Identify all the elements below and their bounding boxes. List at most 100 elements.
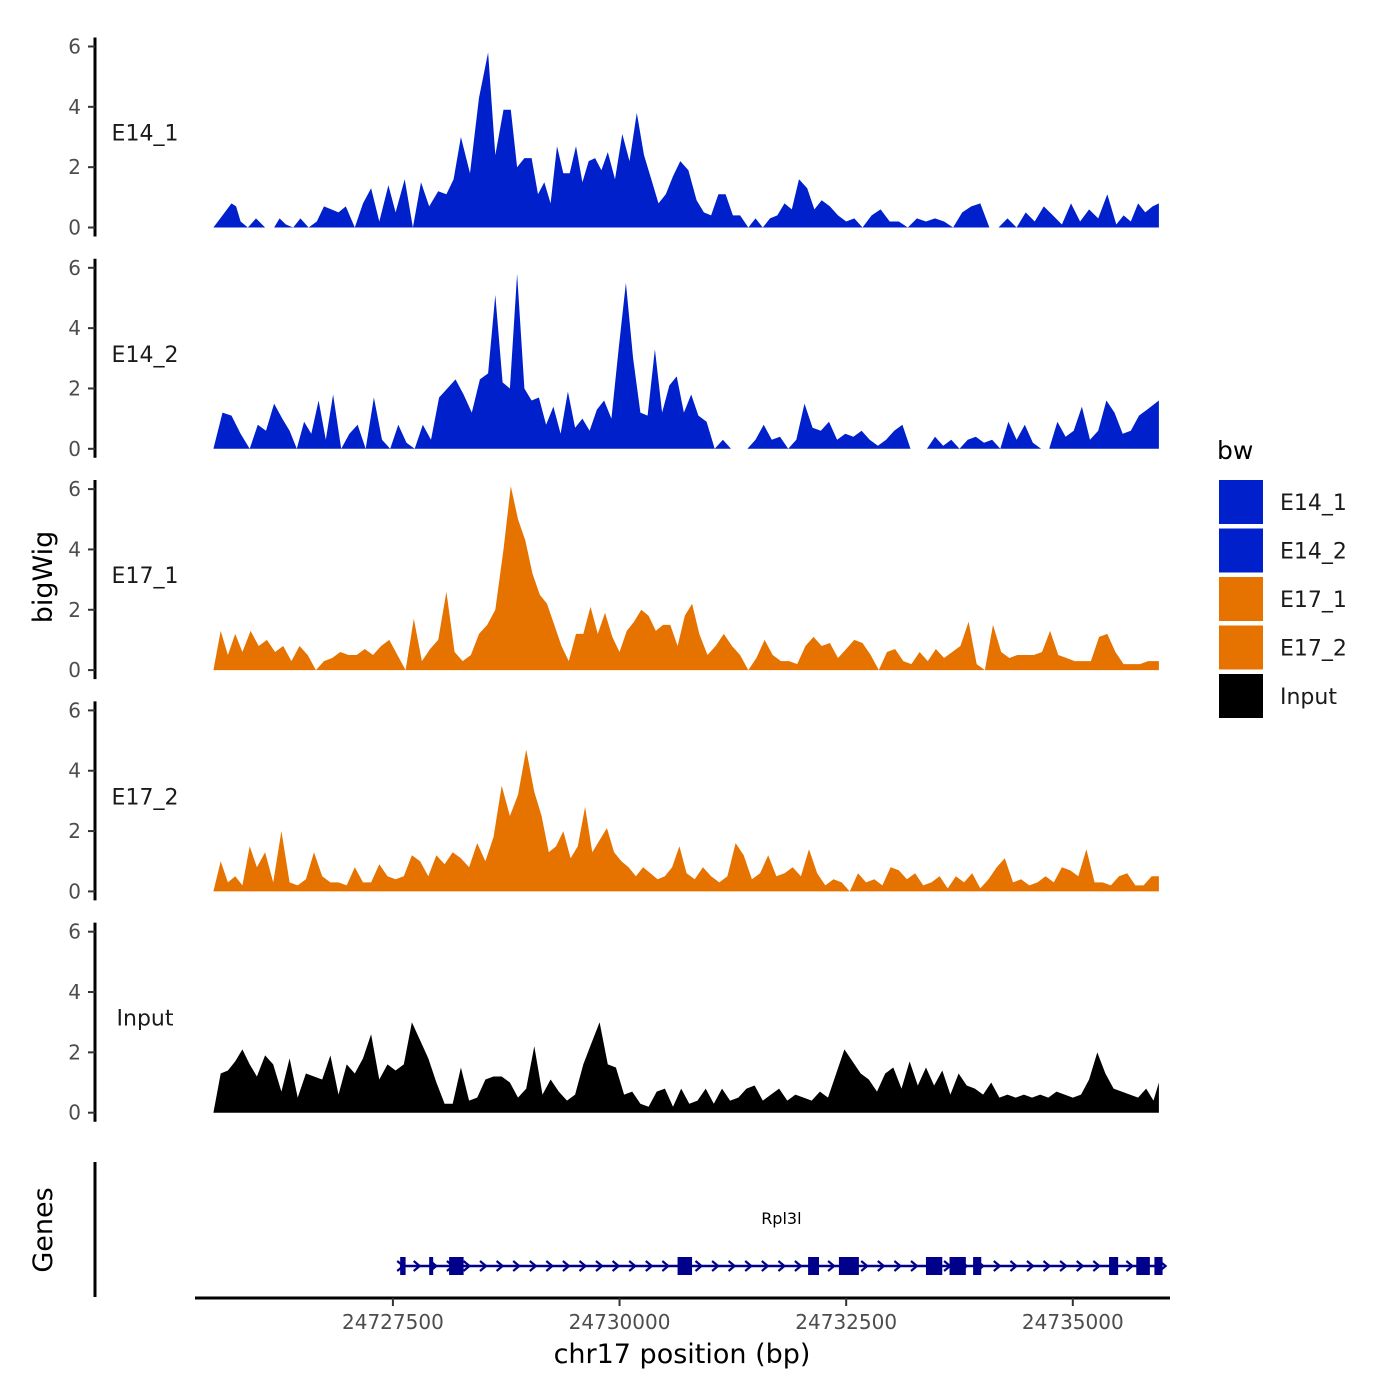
strand-arrow xyxy=(1059,1260,1068,1272)
exon-4 xyxy=(677,1257,693,1275)
legend-key-Input xyxy=(1219,674,1263,718)
y-tick-label-E14_2-4: 4 xyxy=(68,316,81,340)
strand-arrow xyxy=(412,1260,422,1272)
strand-arrow xyxy=(1009,1260,1019,1272)
legend-label-E17_2: E17_2 xyxy=(1280,637,1347,662)
track-label-Input: Input xyxy=(117,1007,174,1032)
track-E17_1: 0 2 4 6 E17_1 xyxy=(68,477,1159,682)
x-tick-label-24732500: 24732500 xyxy=(795,1310,897,1334)
exon-5 xyxy=(808,1257,819,1275)
strand-arrow xyxy=(860,1260,869,1272)
exon-9 xyxy=(973,1257,982,1275)
track-Input: 0 2 4 6 Input xyxy=(68,920,1159,1125)
y-tick-label-E14_1-4: 4 xyxy=(68,95,81,119)
strand-arrow xyxy=(711,1260,720,1272)
track-E14_1: 0 2 4 6 E14_1 xyxy=(68,35,1159,240)
exon-1 xyxy=(400,1257,406,1275)
strand-arrow xyxy=(827,1260,836,1272)
y-tick-label-E14_2-0: 0 xyxy=(68,437,81,461)
strand-arrow xyxy=(611,1260,621,1272)
strand-arrow xyxy=(877,1260,886,1272)
legend-label-E14_1: E14_1 xyxy=(1280,491,1347,516)
strand-arrow xyxy=(595,1260,604,1272)
strand-arrow xyxy=(893,1260,903,1272)
y-tick-label-Input-2: 2 xyxy=(68,1040,81,1064)
series-area-E17_2 xyxy=(213,749,1159,892)
y-tick-label-Input-0: 0 xyxy=(68,1101,81,1125)
y-tick-label-E14_2-2: 2 xyxy=(68,376,81,400)
strand-arrow xyxy=(462,1260,472,1272)
y-tick-label-E17_2-2: 2 xyxy=(68,819,81,843)
legend-label-Input: Input xyxy=(1280,685,1337,710)
y-tick-label-E14_1-0: 0 xyxy=(68,216,81,240)
strand-arrow xyxy=(529,1260,538,1272)
y-tick-label-E17_1-2: 2 xyxy=(68,598,81,622)
strand-arrow xyxy=(578,1260,588,1272)
strand-arrow xyxy=(1026,1260,1035,1272)
strand-arrow xyxy=(777,1260,787,1272)
track-label-E14_2: E14_2 xyxy=(112,343,179,368)
y-tick-label-E17_1-6: 6 xyxy=(68,477,81,501)
y-axis-title: bigWig xyxy=(28,531,59,624)
legend-key-E14_1 xyxy=(1219,480,1263,524)
track-label-E14_1: E14_1 xyxy=(112,122,179,147)
track-E17_2: 0 2 4 6 E17_2 xyxy=(68,698,1159,903)
y-tick-label-E17_1-4: 4 xyxy=(68,537,81,561)
legend-key-E14_2 xyxy=(1219,528,1263,573)
y-tick-label-E17_1-0: 0 xyxy=(68,658,81,682)
strand-arrow xyxy=(761,1260,770,1272)
strand-arrow xyxy=(645,1260,654,1272)
strand-arrow xyxy=(495,1260,505,1272)
gene-Rpl3l: Rpl3l xyxy=(396,1209,1168,1275)
x-tick-label-24730000: 24730000 xyxy=(569,1310,671,1334)
legend-label-E14_2: E14_2 xyxy=(1280,540,1347,565)
strand-arrow xyxy=(661,1260,671,1272)
legend: bw E14_1 E14_2 E17_1 E17_2 Input xyxy=(1217,436,1347,718)
series-area-E14_1 xyxy=(213,52,1159,228)
exon-10 xyxy=(1109,1257,1119,1275)
x-axis: 24727500 24730000 24732500 24735000 xyxy=(195,1296,1170,1334)
y-tick-label-E17_2-6: 6 xyxy=(68,698,81,722)
y-tick-label-Input-4: 4 xyxy=(68,980,81,1004)
genes-track-title: Genes xyxy=(28,1187,59,1272)
strand-arrow xyxy=(910,1260,919,1272)
y-tick-label-E17_2-0: 0 xyxy=(68,879,81,903)
strand-arrow xyxy=(794,1260,803,1272)
strand-arrow xyxy=(727,1260,737,1272)
genes-track: Rpl3l xyxy=(93,1162,1168,1297)
legend-title: bw xyxy=(1217,436,1253,465)
series-area-E14_2 xyxy=(213,273,1159,449)
y-tick-label-E14_1-6: 6 xyxy=(68,35,81,59)
exon-12 xyxy=(1154,1257,1163,1275)
strand-arrow xyxy=(562,1260,571,1272)
track-E14_2: 0 2 4 6 E14_2 xyxy=(68,256,1159,461)
strand-arrow xyxy=(1042,1260,1052,1272)
y-tick-label-E14_1-2: 2 xyxy=(68,155,81,179)
legend-key-E17_1 xyxy=(1219,577,1263,621)
strand-arrow xyxy=(694,1260,704,1272)
series-area-Input xyxy=(213,1022,1159,1113)
exon-2 xyxy=(429,1257,434,1275)
strand-arrow xyxy=(512,1260,521,1272)
track-label-E17_1: E17_1 xyxy=(112,564,179,589)
strand-arrow xyxy=(1125,1260,1135,1272)
strand-arrow xyxy=(628,1260,637,1272)
y-tick-label-E14_2-6: 6 xyxy=(68,256,81,280)
strand-arrow xyxy=(479,1260,488,1272)
signal-tracks: 0 2 4 6 E14_1 0 2 4 6 E14_2 0 2 4 6 E17_1 0 2 4 6 E17_2 0 2 4 6… xyxy=(68,35,1159,1125)
exon-3 xyxy=(449,1257,464,1275)
x-tick-label-24735000: 24735000 xyxy=(1022,1310,1124,1334)
strand-arrow xyxy=(993,1260,1002,1272)
track-label-E17_2: E17_2 xyxy=(112,785,179,810)
exon-8 xyxy=(949,1257,966,1275)
strand-arrow xyxy=(744,1260,753,1272)
legend-label-E17_1: E17_1 xyxy=(1280,588,1347,613)
exon-6 xyxy=(838,1257,859,1275)
legend-key-E17_2 xyxy=(1219,625,1263,670)
gene-label: Rpl3l xyxy=(761,1209,801,1228)
x-axis-title: chr17 position (bp) xyxy=(554,1339,811,1370)
exon-11 xyxy=(1136,1257,1150,1275)
strand-arrow xyxy=(545,1260,555,1272)
series-area-E17_1 xyxy=(213,486,1159,671)
